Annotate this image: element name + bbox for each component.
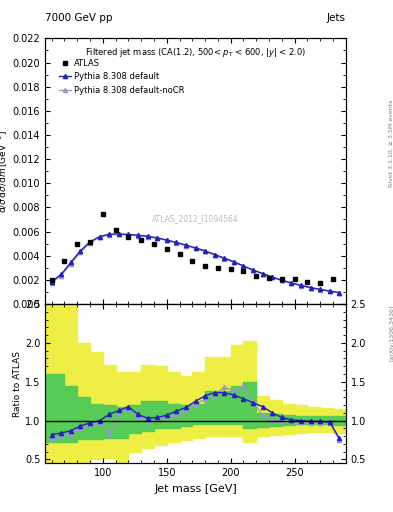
ATLAS [75,241,79,247]
Pythia 8.308 default [279,277,284,283]
Text: Rivet 3.1.10, ≥ 3.5M events: Rivet 3.1.10, ≥ 3.5M events [389,100,393,187]
Pythia 8.308 default-noCR [270,274,275,281]
Y-axis label: $\mathrm{d}/\sigma\,\mathrm{d}\sigma/\mathrm{d}m\,[\mathrm{GeV}^{-1}]$: $\mathrm{d}/\sigma\,\mathrm{d}\sigma/\ma… [0,130,10,212]
ATLAS [279,276,284,282]
Line: ATLAS: ATLAS [49,211,336,285]
Pythia 8.308 default [78,248,83,254]
Pythia 8.308 default [164,237,169,243]
Pythia 8.308 default-noCR [68,261,73,267]
Pythia 8.308 default-noCR [155,235,160,241]
Pythia 8.308 default [116,231,121,237]
Text: [arXiv:1306.3436]: [arXiv:1306.3436] [389,305,393,361]
ATLAS [254,273,259,280]
Pythia 8.308 default [337,289,342,295]
ATLAS [215,265,220,271]
Pythia 8.308 default [107,231,112,237]
ATLAS [190,258,195,264]
Pythia 8.308 default-noCR [49,280,54,286]
Line: Pythia 8.308 default: Pythia 8.308 default [50,232,342,294]
Pythia 8.308 default-noCR [260,271,265,277]
Pythia 8.308 default [212,251,217,258]
Legend: ATLAS, Pythia 8.308 default, Pythia 8.308 default-noCR: ATLAS, Pythia 8.308 default, Pythia 8.30… [55,56,187,98]
Pythia 8.308 default [184,242,188,248]
Pythia 8.308 default [155,235,160,241]
ATLAS [177,251,182,257]
Pythia 8.308 default [222,255,227,261]
Pythia 8.308 default-noCR [222,255,227,262]
Pythia 8.308 default-noCR [299,283,303,289]
Pythia 8.308 default [231,259,236,265]
Pythia 8.308 default-noCR [97,234,102,240]
Text: Jets: Jets [327,13,346,23]
Pythia 8.308 default [289,280,294,286]
ATLAS [126,234,131,240]
Pythia 8.308 default [193,245,198,251]
ATLAS [139,237,143,243]
Pythia 8.308 default-noCR [308,285,313,291]
Pythia 8.308 default [299,282,303,288]
Pythia 8.308 default-noCR [88,240,92,246]
Pythia 8.308 default [318,286,323,292]
ATLAS [292,276,297,282]
Pythia 8.308 default-noCR [289,280,294,286]
ATLAS [164,246,169,252]
Pythia 8.308 default [270,274,275,280]
ATLAS [331,275,335,282]
Pythia 8.308 default-noCR [174,240,179,246]
Text: ATLAS_2012_I1094564: ATLAS_2012_I1094564 [152,215,239,224]
Pythia 8.308 default-noCR [136,232,140,239]
Pythia 8.308 default [145,233,150,239]
Pythia 8.308 default [203,248,208,254]
ATLAS [100,211,105,217]
ATLAS [267,275,272,281]
Pythia 8.308 default [68,259,73,265]
Pythia 8.308 default-noCR [337,290,342,296]
Pythia 8.308 default [49,279,54,285]
Pythia 8.308 default [174,239,179,245]
Pythia 8.308 default-noCR [145,233,150,240]
Pythia 8.308 default-noCR [241,263,246,269]
ATLAS [49,278,54,284]
Pythia 8.308 default-noCR [203,248,208,254]
Pythia 8.308 default-noCR [279,278,284,284]
ATLAS [152,241,156,247]
Pythia 8.308 default [59,271,64,278]
ATLAS [318,280,323,286]
Pythia 8.308 default-noCR [116,231,121,238]
Pythia 8.308 default [260,270,265,276]
Text: Filtered jet mass (CA(1.2), 500< $p_\mathrm{T}$ < 600, $|y|$ < 2.0): Filtered jet mass (CA(1.2), 500< $p_\mat… [85,47,306,59]
Pythia 8.308 default [136,232,140,238]
Pythia 8.308 default-noCR [78,249,83,255]
Pythia 8.308 default [241,263,246,269]
ATLAS [88,239,92,245]
Pythia 8.308 default-noCR [251,267,255,273]
Pythia 8.308 default [308,285,313,291]
Pythia 8.308 default [327,288,332,294]
Y-axis label: Ratio to ATLAS: Ratio to ATLAS [13,351,22,417]
Pythia 8.308 default-noCR [126,232,131,238]
Pythia 8.308 default-noCR [231,259,236,265]
Pythia 8.308 default-noCR [184,243,188,249]
Pythia 8.308 default [88,239,92,245]
Pythia 8.308 default-noCR [318,287,323,293]
X-axis label: Jet mass [GeV]: Jet mass [GeV] [154,484,237,494]
Pythia 8.308 default-noCR [212,252,217,258]
Pythia 8.308 default-noCR [107,231,112,238]
Pythia 8.308 default-noCR [193,245,198,251]
Pythia 8.308 default [97,233,102,240]
Pythia 8.308 default [126,231,131,238]
ATLAS [113,227,118,233]
Pythia 8.308 default [251,267,255,273]
Line: Pythia 8.308 default-noCR: Pythia 8.308 default-noCR [50,232,342,295]
Pythia 8.308 default-noCR [164,238,169,244]
Text: 7000 GeV pp: 7000 GeV pp [45,13,113,23]
ATLAS [228,266,233,272]
ATLAS [241,268,246,274]
ATLAS [305,279,310,285]
Pythia 8.308 default-noCR [327,288,332,294]
ATLAS [203,263,208,269]
Pythia 8.308 default-noCR [59,272,64,279]
ATLAS [62,258,67,264]
